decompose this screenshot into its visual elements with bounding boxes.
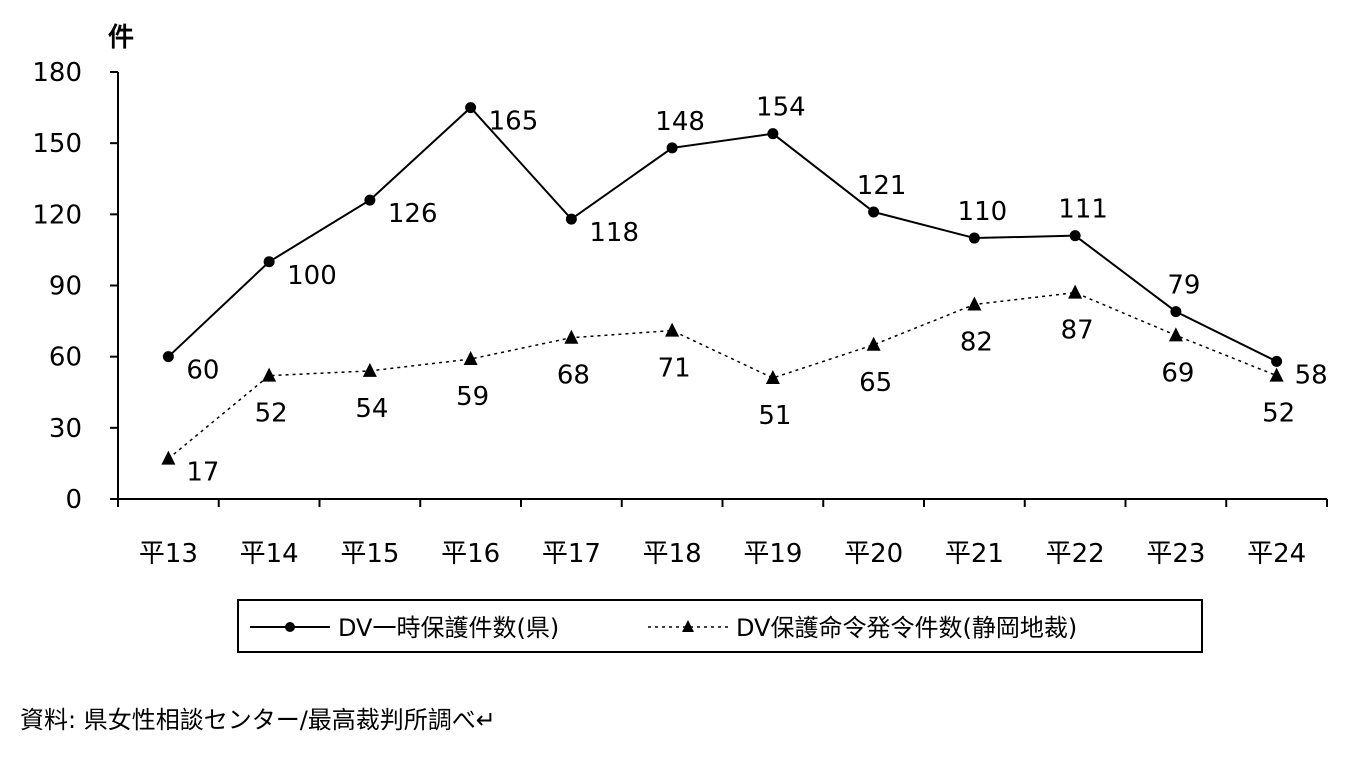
data-label-series-2: 54: [355, 394, 388, 424]
data-point-circle: [968, 232, 980, 244]
x-tick-label: 平14: [240, 539, 299, 569]
data-point-circle: [1271, 355, 1283, 367]
data-label-series-2: 52: [1262, 399, 1295, 429]
legend-marker-circle-icon: [285, 622, 295, 632]
data-point-triangle: [765, 370, 780, 385]
data-label-series-1: 60: [186, 356, 219, 386]
data-point-triangle: [866, 336, 881, 351]
data-label-series-1: 118: [589, 218, 639, 248]
legend-marker-triangle-icon: [682, 620, 694, 632]
x-tick-label: 平19: [743, 539, 802, 569]
data-label-series-1: 58: [1295, 360, 1328, 390]
y-tick-label: 30: [49, 414, 82, 444]
y-axis-ticks: 0 30 60 90 120 150 180: [32, 58, 118, 515]
data-point-circle: [465, 102, 477, 114]
y-tick-label: 150: [32, 129, 82, 159]
data-point-circle: [263, 256, 275, 268]
data-point-circle: [666, 142, 678, 154]
x-tick-label: 平20: [844, 539, 903, 569]
data-point-triangle: [161, 450, 176, 465]
x-tick-label: 平22: [1046, 539, 1105, 569]
data-point-triangle: [564, 329, 579, 344]
data-point-circle: [1069, 230, 1081, 242]
data-point-circle: [1170, 306, 1182, 318]
data-point-triangle: [362, 362, 377, 377]
data-label-series-2: 65: [859, 368, 892, 398]
legend-label-series-2: DV保護命令発令件数(静岡地裁): [736, 614, 1077, 642]
x-tick-label: 平13: [139, 539, 198, 569]
data-label-series-1: 121: [857, 171, 907, 201]
data-label-series-1: 110: [958, 197, 1008, 227]
y-tick-label: 180: [32, 58, 82, 88]
series-line-1: [167, 106, 1278, 363]
data-label-series-1: 154: [756, 93, 806, 123]
data-point-circle: [364, 194, 376, 206]
y-tick-label: 0: [65, 485, 82, 515]
x-tick-label: 平15: [340, 539, 399, 569]
data-point-triangle: [1269, 367, 1284, 382]
x-tick-label: 平21: [945, 539, 1004, 569]
data-point-triangle: [967, 296, 982, 311]
data-label-series-1: 111: [1058, 195, 1108, 225]
data-point-triangle: [463, 351, 478, 366]
x-axis-ticks: 平13 平14 平15 平16 平17 平18 平19 平20 平21 平22 平23 平24: [117, 499, 1328, 569]
data-label-series-2: 52: [255, 399, 288, 429]
data-point-circle: [162, 351, 174, 363]
data-label-series-2: 17: [186, 458, 219, 488]
series-line-2: [167, 291, 1277, 460]
x-tick-label: 平16: [441, 539, 500, 569]
x-tick-label: 平23: [1146, 539, 1205, 569]
data-labels: 60 100 126 165 118 148 154 121 110 111 79 58 17 52 54 5…: [186, 93, 1327, 488]
data-label-series-2: 87: [1061, 316, 1094, 346]
legend-box: [237, 599, 1203, 653]
x-tick-label: 平24: [1247, 539, 1306, 569]
source-note: 資料: 県女性相談センター/最高裁判所調べ↵: [20, 706, 496, 734]
data-point-circle: [868, 206, 880, 218]
data-point-circle: [565, 213, 577, 225]
data-point-triangle: [1068, 284, 1083, 299]
data-label-series-2: 68: [557, 361, 590, 391]
series-markers: [161, 102, 1284, 465]
data-point-triangle: [1168, 327, 1183, 342]
data-point-triangle: [262, 367, 277, 382]
legend-label-series-1: DV一時保護件数(県): [338, 614, 559, 642]
y-tick-label: 120: [32, 200, 82, 230]
data-label-series-1: 100: [287, 261, 337, 291]
data-label-series-2: 82: [960, 327, 993, 357]
y-axis-unit-label: 件: [108, 23, 134, 53]
data-label-series-1: 126: [388, 199, 438, 229]
data-point-circle: [767, 128, 779, 140]
x-tick-label: 平18: [643, 539, 702, 569]
x-tick-label: 平17: [542, 539, 601, 569]
data-label-series-2: 51: [758, 401, 791, 431]
data-point-triangle: [665, 322, 680, 337]
series-lines: [167, 106, 1278, 460]
y-tick-label: 60: [49, 343, 82, 373]
data-label-series-1: 79: [1167, 271, 1200, 301]
data-label-series-2: 59: [456, 382, 489, 412]
data-label-series-1: 148: [655, 107, 705, 137]
data-label-series-2: 69: [1161, 358, 1194, 388]
data-label-series-2: 71: [658, 354, 691, 384]
y-tick-label: 90: [49, 272, 82, 302]
legend: DV一時保護件数(県) DV保護命令発令件数(静岡地裁): [237, 599, 1203, 653]
data-label-series-1: 165: [489, 107, 539, 137]
